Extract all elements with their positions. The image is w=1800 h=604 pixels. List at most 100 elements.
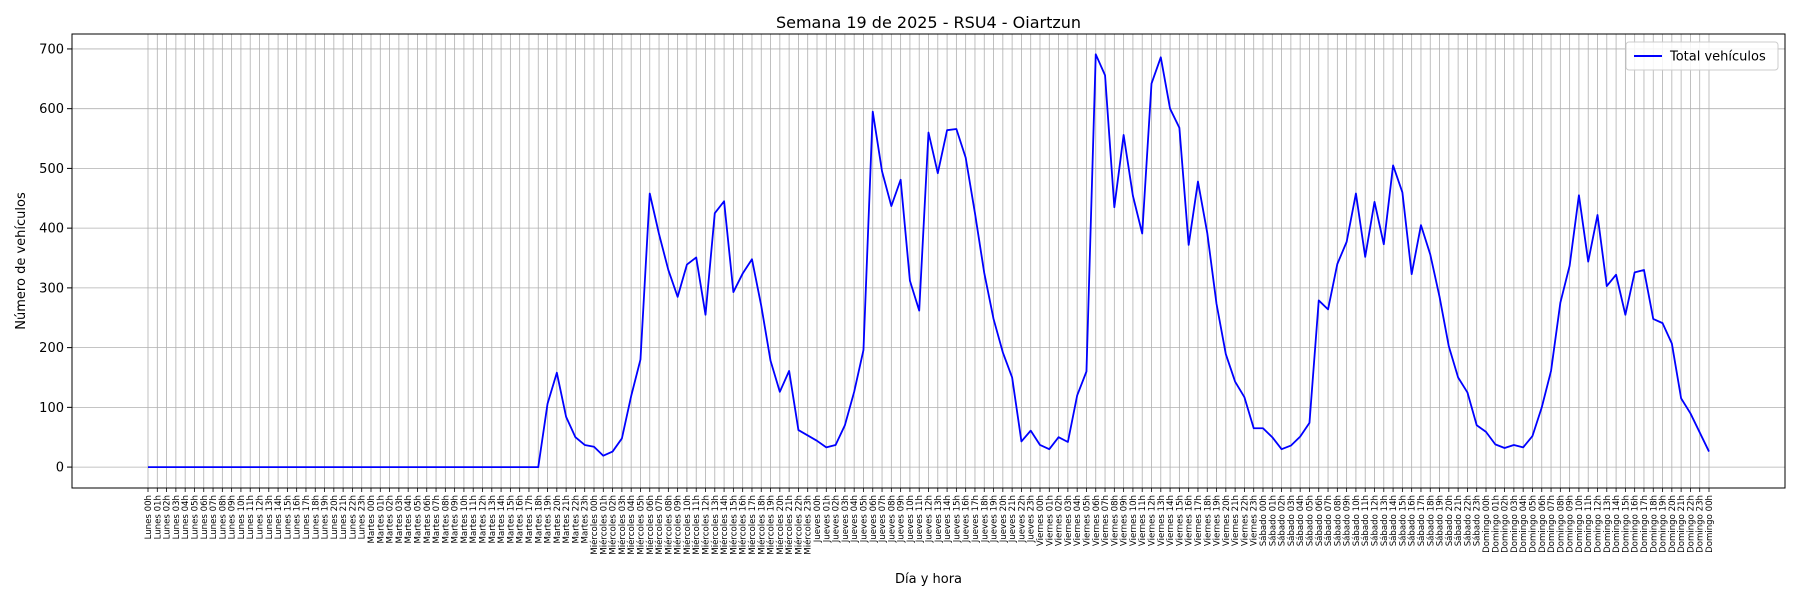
x-tick-label: Sábado 06h: [1315, 495, 1325, 546]
x-tick-label: Domingo 00h: [1705, 495, 1715, 553]
chart-title: Semana 19 de 2025 - RSU4 - Oiartzun: [776, 13, 1081, 32]
legend-box: [1625, 41, 1779, 71]
x-tick-label: Sábado 14h: [1389, 495, 1399, 546]
x-tick-label: Lunes 16h: [293, 495, 303, 539]
x-tick-label: Jueves 13h: [934, 495, 944, 543]
x-tick-label: Domingo 16h: [1631, 495, 1641, 553]
x-tick-label: Jueves 19h: [990, 495, 1000, 543]
x-tick-label: Viernes 15h: [1175, 495, 1185, 546]
x-tick-label: Jueves 06h: [869, 495, 879, 543]
x-tick-label: Lunes 09h: [228, 495, 238, 539]
x-tick-label: Sábado 16h: [1408, 495, 1418, 546]
x-tick-label: Viernes 05h: [1082, 495, 1092, 546]
x-tick-label: Domingo 00h: [1482, 495, 1492, 553]
x-tick-label: Sábado 13h: [1380, 495, 1390, 546]
x-tick-label: Sábado 03h: [1287, 495, 1297, 546]
x-tick-label: Lunes 19h: [321, 495, 331, 539]
x-tick-label: Miércoles 18h: [756, 495, 767, 555]
x-tick-label: Sábado 01h: [1268, 495, 1278, 546]
x-tick-label: Viernes 11h: [1138, 495, 1148, 546]
x-tick-label: Domingo 18h: [1649, 495, 1659, 553]
x-tick-label: Miércoles 12h: [701, 495, 712, 555]
x-tick-label: Miércoles 15h: [728, 495, 739, 555]
y-axis: 0 100 200 300 400 500 600 700: [39, 42, 72, 476]
x-tick-label: Miércoles 10h: [682, 495, 693, 555]
x-tick-label: Sábado 09h: [1343, 495, 1353, 546]
x-tick-label: Sábado 17h: [1417, 495, 1427, 546]
x-tick-label: Martes 13h: [488, 495, 498, 543]
x-tick-label: Viernes 20h: [1222, 495, 1232, 546]
x-tick-label: Viernes 07h: [1101, 495, 1111, 546]
x-tick-label: Viernes 18h: [1203, 495, 1213, 546]
x-tick-label: Domingo 12h: [1594, 495, 1604, 553]
x-tick-label: Viernes 00h: [1036, 495, 1046, 546]
x-tick-label: Lunes 04h: [181, 495, 191, 539]
x-tick-label: Domingo 06h: [1538, 495, 1548, 553]
y-tick-label: 200: [39, 341, 64, 356]
x-tick-label: Jueves 00h: [813, 495, 823, 543]
x-tick-label: Jueves 14h: [943, 495, 953, 543]
x-tick-label: Sábado 08h: [1333, 495, 1343, 546]
x-tick-label: Sábado 05h: [1305, 495, 1315, 546]
x-tick-label: Domingo 02h: [1501, 495, 1511, 553]
x-tick-label: Jueves 07h: [878, 495, 888, 543]
x-tick-label: Domingo 19h: [1659, 495, 1669, 553]
x-tick-label: Martes 15h: [506, 495, 516, 543]
x-tick-label: Martes 18h: [534, 495, 544, 543]
x-tick-label: Martes 01h: [376, 495, 386, 543]
x-tick-label: Lunes 13h: [265, 495, 275, 539]
x-tick-label: Martes 04h: [404, 495, 414, 543]
x-tick-label: Viernes 08h: [1110, 495, 1120, 546]
x-tick-label: Lunes 08h: [218, 495, 228, 539]
x-tick-label: Sábado 07h: [1324, 495, 1334, 546]
x-tick-label: Lunes 22h: [348, 495, 358, 539]
x-tick-label: Lunes 23h: [358, 495, 368, 539]
x-axis: Lunes 00h Lunes 01h Lunes 02h Lunes 03h Lune…: [144, 488, 1715, 555]
x-tick-label: Martes 08h: [441, 495, 451, 543]
x-tick-label: Domingo 05h: [1528, 495, 1538, 553]
x-tick-label: Jueves 11h: [915, 495, 925, 543]
x-tick-label: Lunes 20h: [330, 495, 340, 539]
x-tick-label: Domingo 10h: [1575, 495, 1585, 553]
x-tick-label: Domingo 17h: [1640, 495, 1650, 553]
x-tick-label: Jueves 16h: [962, 495, 972, 543]
x-tick-label: Martes 19h: [544, 495, 554, 543]
x-tick-label: Jueves 23h: [1027, 495, 1037, 543]
x-tick-label: Sábado 22h: [1463, 495, 1473, 546]
x-tick-label: Jueves 20h: [999, 495, 1009, 543]
x-tick-label: Miércoles 22h: [793, 495, 804, 555]
x-tick-label: Miércoles 16h: [738, 495, 749, 555]
x-tick-label: Jueves 05h: [859, 495, 869, 543]
x-tick-label: Miércoles 20h: [775, 495, 786, 555]
x-tick-label: Jueves 21h: [1008, 495, 1018, 543]
x-tick-label: Viernes 03h: [1064, 495, 1074, 546]
y-tick-label: 400: [39, 222, 64, 237]
x-tick-label: Viernes 04h: [1073, 495, 1083, 546]
x-tick-label: Martes 05h: [413, 495, 423, 543]
x-tick-label: Sábado 15h: [1398, 495, 1408, 546]
x-tick-label: Martes 23h: [581, 495, 591, 543]
x-tick-label: Martes 00h: [367, 495, 377, 543]
x-tick-label: Martes 20h: [553, 495, 563, 543]
x-tick-label: Miércoles 06h: [645, 495, 656, 555]
x-tick-label: Domingo 14h: [1612, 495, 1622, 553]
x-tick-label: Sábado 21h: [1454, 495, 1464, 546]
y-tick-label: 600: [39, 102, 64, 117]
x-tick-label: Lunes 02h: [163, 495, 173, 539]
x-tick-label: Viernes 09h: [1120, 495, 1130, 546]
x-tick-label: Miércoles 04h: [626, 495, 637, 555]
x-tick-label: Lunes 00h: [144, 495, 154, 539]
y-tick-label: 100: [39, 401, 64, 416]
series-layer: [148, 53, 1710, 468]
x-tick-label: Martes 17h: [525, 495, 535, 543]
x-tick-label: Jueves 18h: [980, 495, 990, 543]
x-tick-label: Viernes 21h: [1231, 495, 1241, 546]
x-tick-label: Martes 14h: [497, 495, 507, 543]
x-tick-label: Domingo 03h: [1510, 495, 1520, 553]
x-tick-label: Sábado 19h: [1436, 495, 1446, 546]
x-tick-label: Domingo 13h: [1603, 495, 1613, 553]
x-tick-label: Sábado 02h: [1278, 495, 1288, 546]
x-tick-label: Miércoles 21h: [784, 495, 795, 555]
x-tick-label: Jueves 17h: [971, 495, 981, 543]
